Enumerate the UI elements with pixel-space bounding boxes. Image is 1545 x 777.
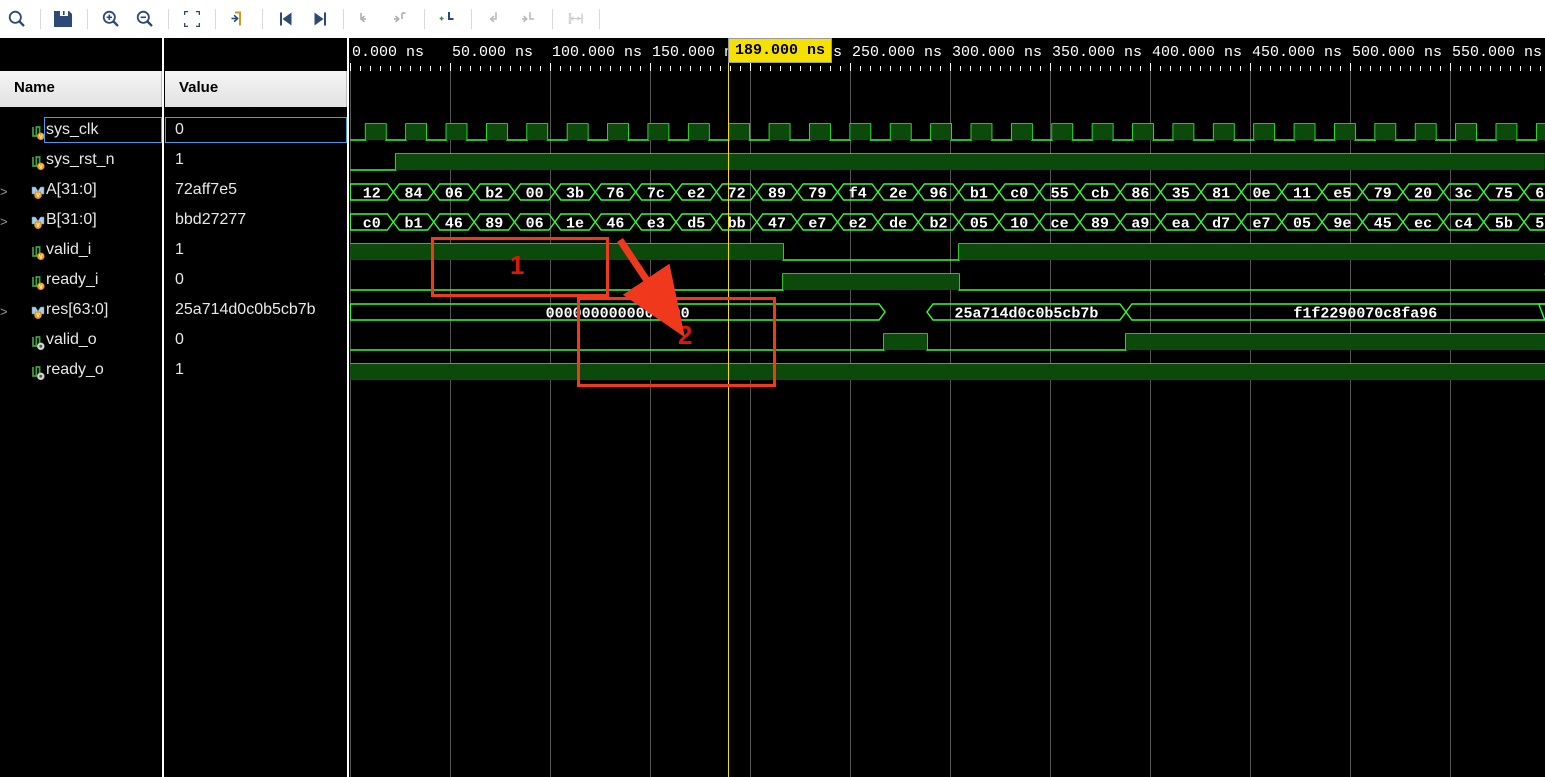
svg-text:f1f2290070c8fa96: f1f2290070c8fa96 [1293, 306, 1437, 323]
svg-text:5b: 5b [1495, 216, 1513, 233]
svg-text:cb: cb [1091, 186, 1109, 203]
svg-text:45: 45 [1374, 216, 1392, 233]
svg-text:35: 35 [1172, 186, 1190, 203]
svg-text:89: 89 [768, 186, 786, 203]
svg-text:e2: e2 [849, 216, 867, 233]
svg-text:f4: f4 [849, 186, 867, 203]
svg-text:e5: e5 [1333, 186, 1351, 203]
svg-text:84: 84 [405, 186, 423, 203]
svg-text:ea: ea [1172, 216, 1190, 233]
svg-text:06: 06 [445, 186, 463, 203]
svg-text:7c: 7c [647, 186, 665, 203]
svg-text:72: 72 [728, 186, 746, 203]
svg-text:57: 57 [1535, 216, 1545, 233]
svg-text:06: 06 [526, 216, 544, 233]
svg-text:3c: 3c [1454, 186, 1472, 203]
svg-text:47: 47 [768, 216, 786, 233]
svg-text:76: 76 [606, 186, 624, 203]
svg-text:89: 89 [485, 216, 503, 233]
svg-text:b2: b2 [930, 216, 948, 233]
svg-text:3b: 3b [566, 186, 584, 203]
svg-text:63: 63 [1535, 186, 1545, 203]
svg-text:96: 96 [930, 186, 948, 203]
svg-text:9e: 9e [1333, 216, 1351, 233]
svg-text:e2: e2 [687, 186, 705, 203]
svg-text:89: 89 [1091, 216, 1109, 233]
svg-text:79: 79 [1374, 186, 1392, 203]
svg-text:2e: 2e [889, 186, 907, 203]
svg-text:e3: e3 [647, 216, 665, 233]
svg-text:b1: b1 [970, 186, 988, 203]
svg-text:d5: d5 [687, 216, 705, 233]
svg-text:0e: 0e [1253, 186, 1271, 203]
svg-text:11: 11 [1293, 186, 1311, 203]
svg-text:12: 12 [363, 186, 381, 203]
svg-text:25a714d0c0b5cb7b: 25a714d0c0b5cb7b [955, 306, 1099, 323]
svg-text:55: 55 [1051, 186, 1069, 203]
svg-text:b2: b2 [485, 186, 503, 203]
svg-text:de: de [889, 216, 907, 233]
svg-text:79: 79 [808, 186, 826, 203]
svg-text:bb: bb [728, 216, 746, 233]
svg-text:86: 86 [1131, 186, 1149, 203]
svg-text:05: 05 [1293, 216, 1311, 233]
svg-text:c0: c0 [1010, 186, 1028, 203]
svg-text:10: 10 [1010, 216, 1028, 233]
svg-text:e7: e7 [808, 216, 826, 233]
svg-text:20: 20 [1414, 186, 1432, 203]
svg-text:a9: a9 [1131, 216, 1149, 233]
svg-text:e7: e7 [1253, 216, 1271, 233]
svg-text:46: 46 [445, 216, 463, 233]
svg-text:d7: d7 [1212, 216, 1230, 233]
svg-text:05: 05 [970, 216, 988, 233]
svg-text:1e: 1e [566, 216, 584, 233]
svg-text:c0: c0 [363, 216, 381, 233]
svg-text:46: 46 [606, 216, 624, 233]
svg-text:00: 00 [526, 186, 544, 203]
svg-text:b1: b1 [405, 216, 423, 233]
svg-text:75: 75 [1495, 186, 1513, 203]
svg-text:81: 81 [1212, 186, 1230, 203]
svg-text:ec: ec [1414, 216, 1432, 233]
svg-text:ce: ce [1051, 216, 1069, 233]
svg-text:c4: c4 [1454, 216, 1472, 233]
